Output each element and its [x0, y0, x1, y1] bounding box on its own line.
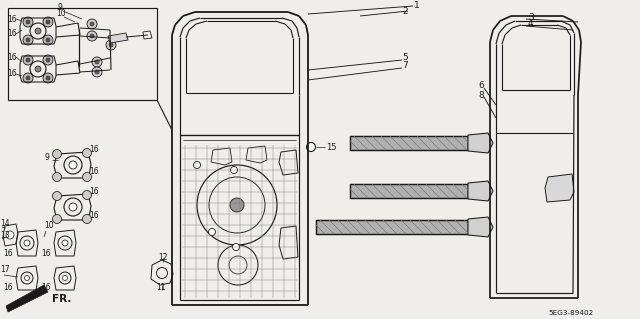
Circle shape — [46, 20, 50, 24]
Text: 2: 2 — [403, 6, 408, 16]
Polygon shape — [468, 181, 493, 201]
Circle shape — [24, 276, 29, 280]
Circle shape — [26, 38, 30, 42]
Text: 5EG3-89402: 5EG3-89402 — [548, 310, 593, 316]
Circle shape — [52, 214, 61, 224]
Text: 8: 8 — [478, 91, 484, 100]
Text: 1: 1 — [414, 2, 420, 11]
Circle shape — [6, 231, 14, 239]
Circle shape — [52, 150, 61, 159]
Circle shape — [90, 34, 94, 38]
Circle shape — [193, 161, 200, 168]
Circle shape — [26, 76, 30, 80]
Circle shape — [209, 228, 216, 235]
Text: 16: 16 — [89, 188, 99, 197]
Circle shape — [23, 17, 33, 27]
Circle shape — [43, 17, 53, 27]
Text: 16: 16 — [89, 145, 99, 153]
Polygon shape — [350, 184, 468, 198]
Text: 5: 5 — [402, 54, 408, 63]
Circle shape — [43, 55, 53, 65]
Circle shape — [24, 240, 30, 246]
Circle shape — [230, 167, 237, 174]
Polygon shape — [6, 285, 48, 312]
Text: 17: 17 — [0, 265, 10, 275]
Text: 6: 6 — [478, 81, 484, 91]
Text: 16: 16 — [89, 167, 99, 176]
Circle shape — [63, 276, 67, 280]
Text: 16: 16 — [3, 284, 13, 293]
Text: 11: 11 — [156, 283, 166, 292]
Circle shape — [109, 43, 113, 47]
Circle shape — [106, 40, 116, 50]
Text: 7: 7 — [402, 62, 408, 70]
Circle shape — [23, 55, 33, 65]
Circle shape — [69, 161, 77, 169]
Circle shape — [46, 38, 50, 42]
Text: 16: 16 — [7, 53, 17, 62]
Text: 14: 14 — [0, 219, 10, 228]
Text: 16: 16 — [7, 14, 17, 24]
Circle shape — [43, 35, 53, 45]
Circle shape — [52, 191, 61, 201]
Circle shape — [23, 35, 33, 45]
Text: 16: 16 — [7, 70, 17, 78]
Circle shape — [83, 149, 92, 158]
Polygon shape — [108, 33, 128, 43]
Circle shape — [95, 70, 99, 74]
Text: 16: 16 — [41, 249, 51, 257]
Circle shape — [62, 240, 68, 246]
Text: 16: 16 — [7, 29, 17, 39]
Circle shape — [26, 20, 30, 24]
Text: FR.: FR. — [52, 294, 72, 304]
Text: 15: 15 — [326, 143, 337, 152]
Circle shape — [230, 198, 244, 212]
Circle shape — [52, 173, 61, 182]
Circle shape — [92, 67, 102, 77]
Circle shape — [87, 31, 97, 41]
Text: 10: 10 — [56, 10, 66, 19]
Text: 4: 4 — [528, 19, 534, 28]
Circle shape — [46, 76, 50, 80]
Circle shape — [83, 190, 92, 199]
Circle shape — [307, 143, 316, 152]
Text: 10: 10 — [44, 221, 54, 231]
Text: 9: 9 — [44, 153, 49, 162]
Text: 16: 16 — [3, 249, 13, 257]
Circle shape — [232, 243, 239, 250]
Circle shape — [92, 57, 102, 67]
Text: 13: 13 — [0, 232, 10, 241]
Circle shape — [35, 66, 41, 72]
Circle shape — [43, 73, 53, 83]
Polygon shape — [350, 136, 468, 150]
Text: 16: 16 — [89, 211, 99, 219]
Circle shape — [95, 60, 99, 64]
Text: 16: 16 — [41, 284, 51, 293]
Circle shape — [87, 19, 97, 29]
Text: 3: 3 — [528, 12, 534, 21]
Circle shape — [83, 173, 92, 182]
Circle shape — [69, 203, 77, 211]
Circle shape — [23, 73, 33, 83]
Circle shape — [35, 28, 41, 34]
Circle shape — [26, 58, 30, 62]
Polygon shape — [468, 133, 493, 153]
Circle shape — [83, 214, 92, 224]
Polygon shape — [316, 220, 468, 234]
Circle shape — [46, 58, 50, 62]
Polygon shape — [468, 217, 493, 237]
Text: 12: 12 — [158, 253, 168, 262]
Circle shape — [90, 22, 94, 26]
Text: 9: 9 — [58, 4, 63, 12]
Polygon shape — [545, 174, 574, 202]
